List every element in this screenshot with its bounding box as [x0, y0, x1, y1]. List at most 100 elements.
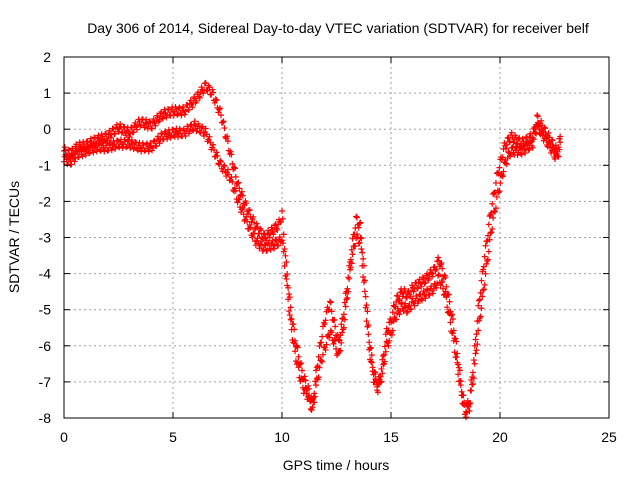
- data-point: [274, 226, 281, 233]
- data-point: [490, 214, 497, 221]
- data-point: [295, 353, 302, 360]
- data-point: [489, 225, 496, 232]
- data-point: [209, 86, 216, 93]
- data-point: [210, 141, 217, 148]
- data-point: [475, 327, 482, 334]
- data-point: [475, 302, 482, 309]
- data-point: [271, 245, 278, 252]
- data-point: [243, 213, 250, 220]
- data-point: [534, 113, 541, 120]
- data-point: [470, 357, 477, 364]
- data-point: [220, 118, 227, 125]
- data-point: [156, 140, 163, 147]
- data-point: [147, 139, 154, 146]
- data-point: [443, 283, 450, 290]
- data-point: [469, 381, 476, 388]
- data-point: [383, 338, 390, 345]
- data-point: [256, 245, 263, 252]
- data-point: [538, 126, 545, 133]
- data-point: [190, 94, 197, 101]
- data-point: [279, 240, 286, 247]
- data-point: [282, 272, 289, 279]
- data-point: [389, 327, 396, 334]
- data-point: [231, 164, 238, 171]
- data-point: [481, 281, 488, 288]
- data-point: [534, 119, 541, 126]
- data-point: [267, 230, 274, 237]
- data-point: [295, 364, 302, 371]
- data-point: [352, 243, 359, 250]
- data-point: [341, 299, 348, 306]
- data-point: [294, 344, 301, 351]
- data-point: [380, 352, 387, 359]
- data-point: [132, 139, 139, 146]
- data-point: [108, 147, 115, 154]
- data-point: [322, 346, 329, 353]
- data-point: [231, 185, 238, 192]
- data-point: [206, 133, 213, 140]
- data-point: [87, 143, 94, 150]
- data-point: [214, 152, 221, 159]
- data-point: [418, 283, 425, 290]
- data-point: [362, 293, 369, 300]
- data-point: [254, 235, 261, 242]
- data-point: [112, 130, 119, 137]
- data-point: [180, 103, 187, 110]
- data-point: [149, 147, 156, 154]
- data-point: [316, 364, 323, 371]
- data-point: [494, 169, 501, 176]
- data-point: [363, 302, 370, 309]
- data-point: [258, 238, 265, 245]
- data-point: [543, 135, 550, 142]
- data-point: [227, 148, 234, 155]
- data-point: [518, 151, 525, 158]
- data-point: [231, 165, 238, 172]
- data-point: [357, 219, 364, 226]
- data-point: [340, 311, 347, 318]
- data-point: [385, 342, 392, 349]
- data-point: [235, 179, 242, 186]
- data-point: [249, 234, 256, 241]
- data-point: [250, 213, 257, 220]
- data-point: [285, 308, 292, 315]
- data-point: [468, 387, 475, 394]
- data-point: [220, 163, 227, 170]
- data-point: [454, 359, 461, 366]
- data-point: [341, 316, 348, 323]
- data-point: [319, 351, 326, 358]
- data-point: [344, 294, 351, 301]
- data-point: [535, 123, 542, 130]
- data-point: [557, 133, 564, 140]
- data-point: [368, 351, 375, 358]
- data-point: [411, 302, 418, 309]
- data-point: [480, 287, 487, 294]
- data-point: [455, 371, 462, 378]
- data-point: [522, 149, 529, 156]
- data-point: [346, 275, 353, 282]
- data-point: [221, 162, 228, 169]
- data-point: [202, 79, 209, 86]
- y-tick-label: -3: [39, 230, 52, 246]
- data-point: [433, 266, 440, 273]
- data-point: [366, 346, 373, 353]
- data-point: [204, 87, 211, 94]
- data-point: [443, 294, 450, 301]
- data-point: [496, 164, 503, 171]
- data-point: [141, 124, 148, 131]
- data-point: [224, 133, 231, 140]
- data-point: [365, 331, 372, 338]
- data-point: [232, 187, 239, 194]
- data-point: [287, 316, 294, 323]
- data-point: [228, 151, 235, 158]
- data-point: [482, 270, 489, 277]
- data-point: [121, 123, 128, 130]
- data-point: [198, 124, 205, 131]
- data-point: [530, 136, 537, 143]
- data-point: [229, 178, 236, 185]
- data-point: [473, 331, 480, 338]
- data-point: [538, 117, 545, 124]
- data-point: [241, 217, 248, 224]
- data-point: [277, 218, 284, 225]
- y-tick-label: -7: [39, 374, 52, 390]
- data-point: [234, 180, 241, 187]
